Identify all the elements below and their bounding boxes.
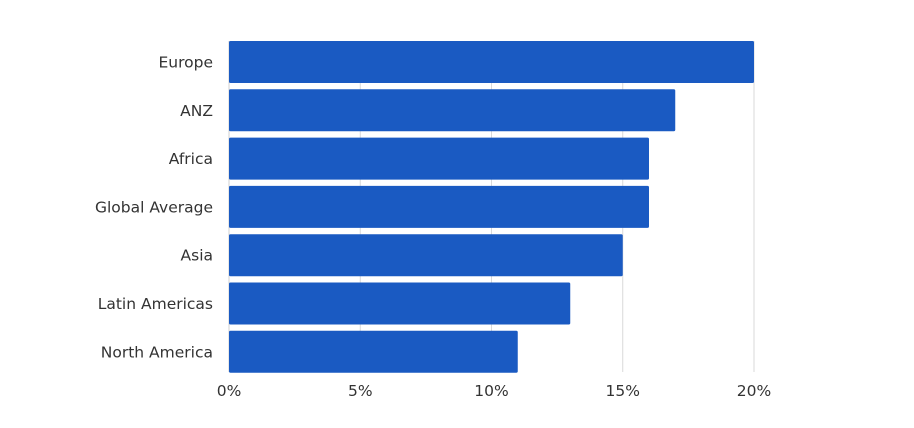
bar [229,282,571,325]
category-label: North America [101,343,213,361]
bar [229,137,649,180]
category-label: Global Average [95,198,213,216]
bar [229,234,623,277]
x-tick-label: 10% [474,382,508,400]
x-tick-label: 15% [606,382,640,400]
category-label: ANZ [180,102,213,120]
category-label: Africa [169,150,213,168]
bar [229,330,518,373]
bar [229,185,649,228]
x-tick-label: 5% [348,382,373,400]
x-tick-label: 20% [737,382,771,400]
bar [229,89,676,132]
category-label: Asia [181,247,213,265]
bar [229,41,754,83]
x-axis-ticks: 0% 5% 10% 15% 20% [217,382,772,400]
category-label: Europe [158,54,213,72]
bars [229,41,754,373]
category-label: Latin Americas [98,295,213,313]
x-tick-label: 0% [217,382,242,400]
category-labels: Europe ANZ Africa Global Average Asia Latin A… [95,54,213,362]
